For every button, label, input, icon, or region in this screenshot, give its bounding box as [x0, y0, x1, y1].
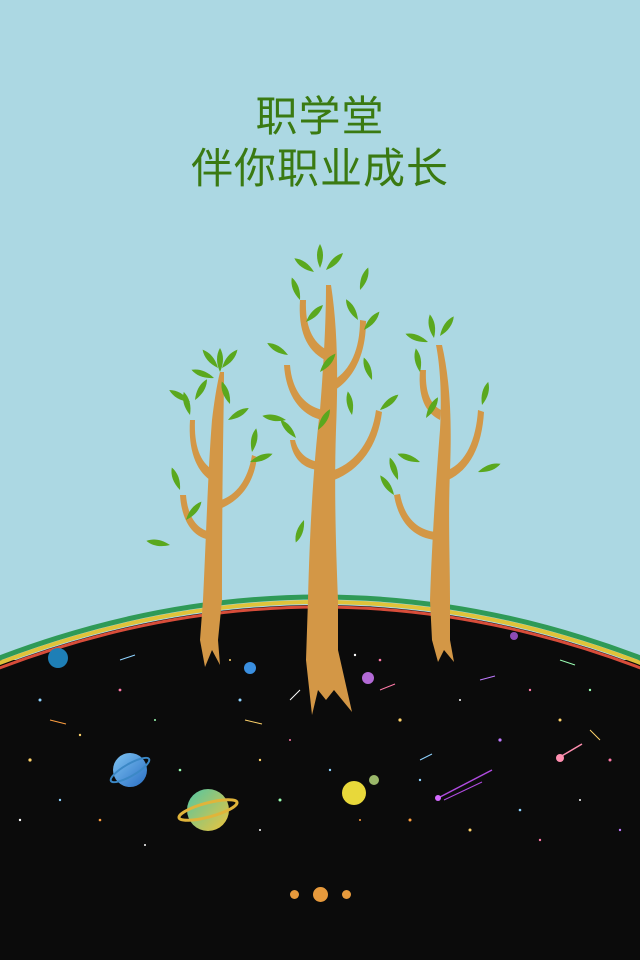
comet-icon [435, 743, 583, 801]
tree-center [261, 244, 401, 600]
tree-left [145, 347, 274, 600]
tree-right [377, 313, 502, 600]
page-dot[interactable] [289, 889, 299, 899]
page-dot[interactable] [341, 889, 351, 899]
planet-icon [48, 632, 518, 831]
headline-brand: 职学堂 [255, 92, 385, 141]
space-specks [18, 653, 622, 846]
page-dot-active[interactable] [312, 886, 328, 902]
tree-roots [200, 600, 454, 715]
headline-tagline: 伴你职业成长 [190, 144, 449, 193]
page-indicator [0, 884, 640, 904]
